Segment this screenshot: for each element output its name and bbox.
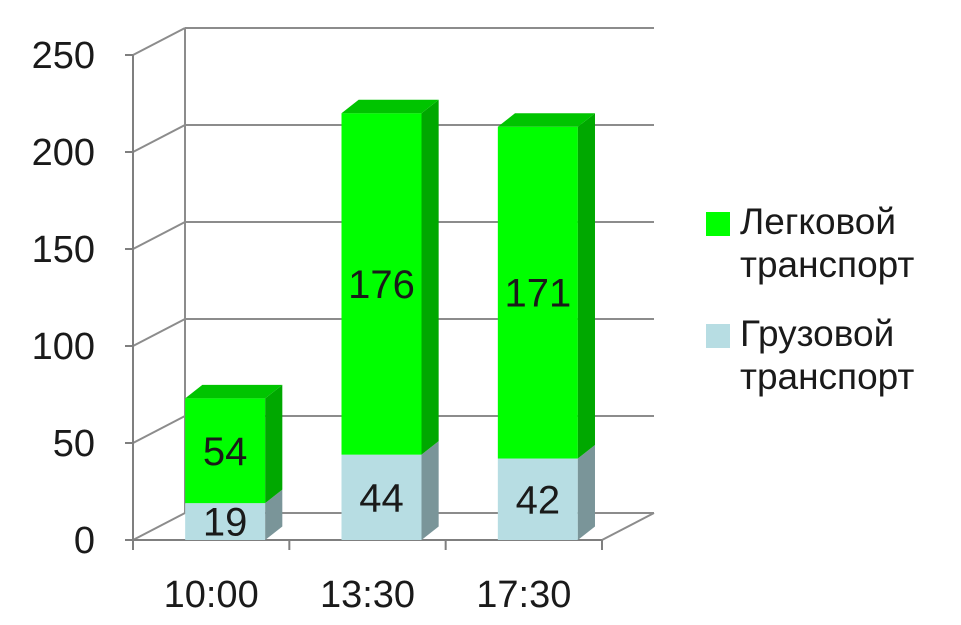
bar-side xyxy=(265,384,283,504)
y-tick-label: 150 xyxy=(32,229,95,271)
bars xyxy=(185,99,595,540)
bar-side xyxy=(577,113,595,459)
gridline-side xyxy=(132,512,186,541)
data-label: 44 xyxy=(359,476,404,520)
gridline-side xyxy=(132,27,186,56)
data-label: 54 xyxy=(203,430,248,474)
bar-side xyxy=(265,489,283,540)
labels: 19 54 44 176 42 171 xyxy=(203,263,571,545)
y-tick-label: 100 xyxy=(32,326,95,368)
floor-edge xyxy=(601,512,655,541)
y-tick-label: 50 xyxy=(53,423,95,465)
data-label: 19 xyxy=(203,501,248,545)
gridline-side xyxy=(132,415,186,444)
x-tick-label: 13:30 xyxy=(320,574,415,616)
bar-top xyxy=(341,99,439,114)
axes: 0 50 100 150 200 250 10:00 13:30 17:30 xyxy=(32,35,603,616)
x-tick-label: 17:30 xyxy=(476,574,571,616)
bar xyxy=(497,126,578,459)
legend-label: Грузовой xyxy=(740,313,894,354)
gridline-side xyxy=(132,124,186,153)
y-tick-label: 0 xyxy=(74,520,95,562)
legend-label: транспорт xyxy=(740,244,914,285)
bar xyxy=(497,458,578,540)
bar xyxy=(341,454,422,540)
legend-label: Легковой xyxy=(740,201,896,242)
bar-top xyxy=(185,384,283,399)
legend-label: транспорт xyxy=(740,356,914,397)
bar xyxy=(185,503,266,540)
y-tick-label: 200 xyxy=(32,132,95,174)
bar-side xyxy=(421,99,439,455)
bar-side xyxy=(577,445,595,540)
x-tick-label: 10:00 xyxy=(164,574,259,616)
bar xyxy=(185,398,266,504)
bar-side xyxy=(421,441,439,540)
data-label: 176 xyxy=(348,263,415,307)
data-label: 171 xyxy=(504,272,571,316)
bar xyxy=(341,113,422,455)
bar-top xyxy=(497,113,595,127)
legend-swatch xyxy=(706,212,730,236)
y-tick-label: 250 xyxy=(32,35,95,77)
data-label: 42 xyxy=(516,478,561,522)
gridline-side xyxy=(132,318,186,347)
gridline-side xyxy=(132,221,186,250)
legend-swatch xyxy=(706,324,730,348)
